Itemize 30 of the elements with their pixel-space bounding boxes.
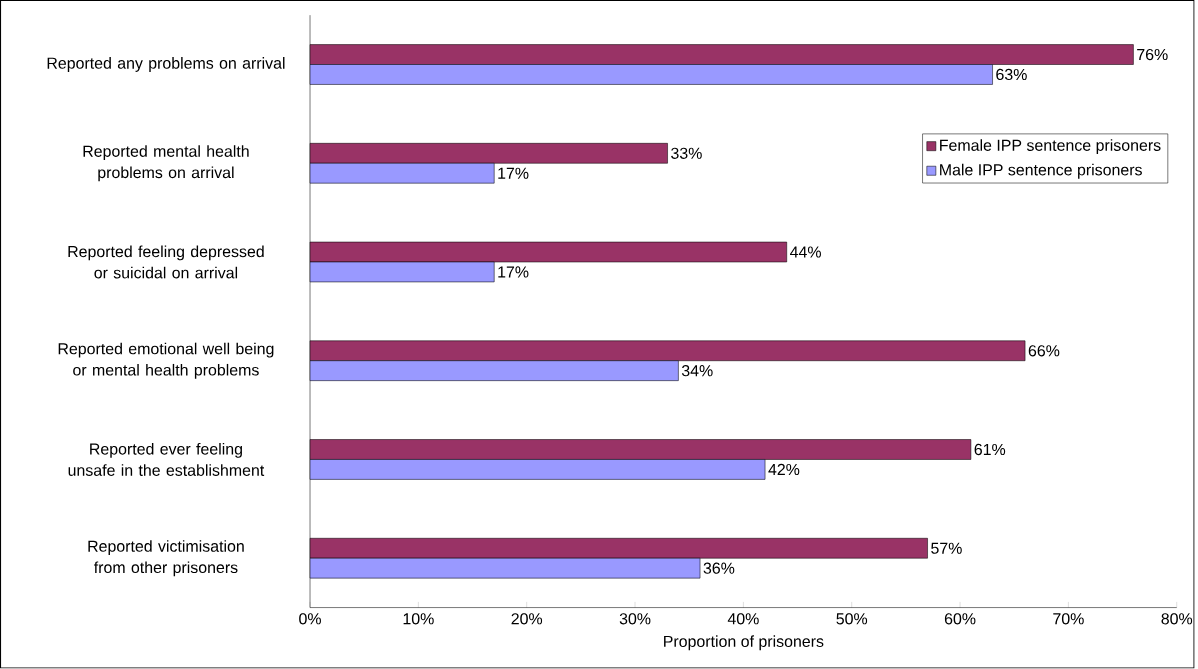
x-tick-label: 10% — [403, 613, 434, 625]
x-tick-label: 60% — [944, 613, 976, 625]
y-tick-label: Reported feeling depressed or suicidal on arrival — [68, 245, 264, 279]
data-label: 57% — [931, 542, 962, 555]
data-label: 42% — [768, 464, 800, 476]
y-tick-label: Reported ever feeling unsafe in the establishment — [68, 443, 265, 477]
data-label: 36% — [703, 562, 735, 575]
legend-label: Female IPP sentence prisoners — [940, 139, 1161, 155]
y-tick-label: Reported victimisation from other prisoners — [88, 540, 244, 577]
y-tick-label: Reported mental health problems on arrival — [83, 145, 249, 182]
x-tick-label: 0% — [299, 613, 321, 625]
data-label: 66% — [1028, 345, 1060, 357]
x-tick-label: 20% — [511, 613, 543, 625]
data-label: 33% — [671, 147, 702, 160]
data-label: 63% — [996, 69, 1027, 81]
x-tick-label: 30% — [619, 613, 651, 625]
data-label: 17% — [498, 266, 529, 278]
y-tick-label: Reported any problems on arrival — [47, 57, 285, 73]
x-tick-label: 70% — [1053, 613, 1084, 625]
x-tick-label: 40% — [727, 613, 759, 625]
data-label: 76% — [1137, 49, 1168, 61]
x-tick-label: 80% — [1161, 613, 1193, 625]
data-label: 34% — [681, 365, 713, 377]
data-label: 17% — [498, 167, 529, 180]
data-label: 44% — [790, 246, 821, 258]
data-label: 61% — [974, 444, 1006, 456]
x-tick-label: 50% — [836, 613, 868, 625]
y-tick-label: Reported emotional well being or mental health problems — [58, 342, 274, 380]
x-axis-title: Proportion of prisoners — [664, 635, 824, 651]
legend-label: Male IPP sentence prisoners — [940, 164, 1142, 179]
